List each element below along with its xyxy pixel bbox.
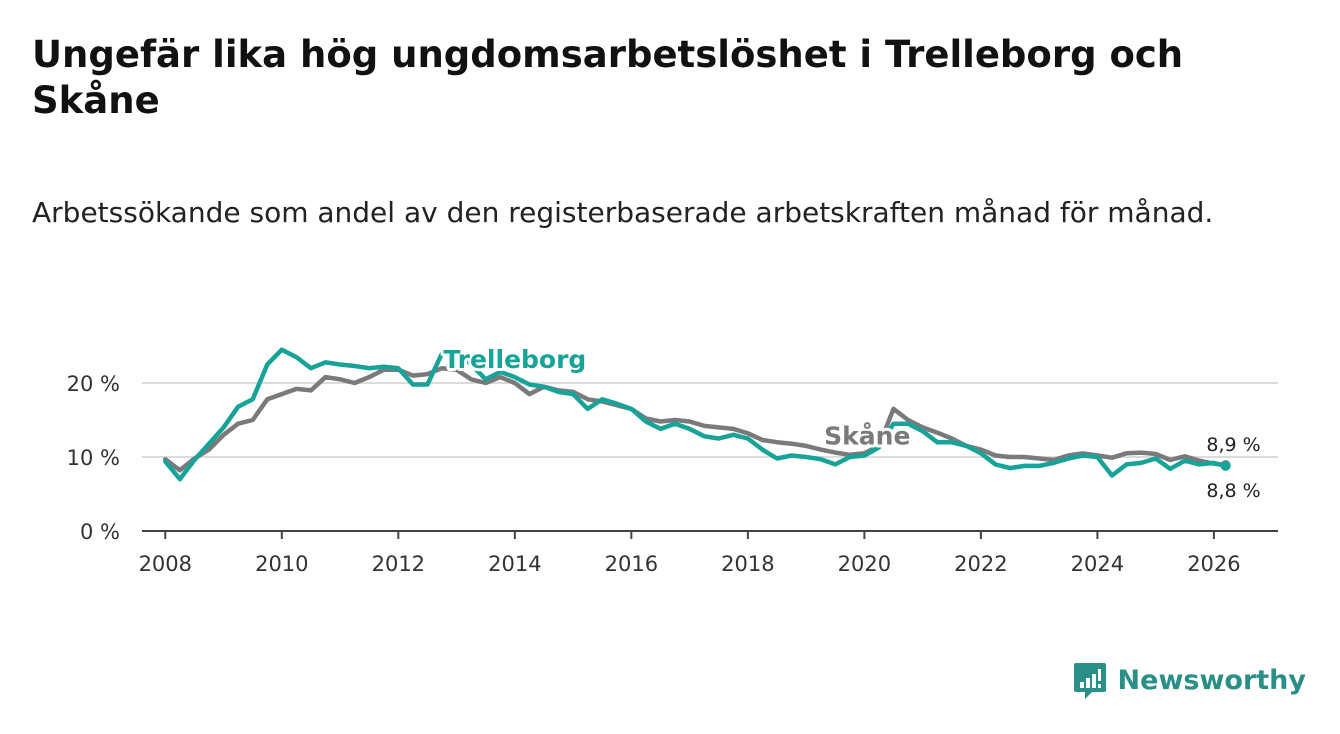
- series-label-skane: Skåne: [824, 421, 910, 450]
- y-tick-label: 20 %: [67, 372, 120, 396]
- x-tick-label: 2016: [605, 552, 658, 576]
- x-tick-label: 2022: [954, 552, 1007, 576]
- x-tick-label: 2024: [1071, 552, 1124, 576]
- chart-subtitle: Arbetssökande som andel av den registerb…: [32, 196, 1214, 229]
- newsworthy-brand: Newsworthy: [1072, 660, 1306, 700]
- x-tick-label: 2008: [139, 552, 192, 576]
- series-label-trelleborg: Trelleborg: [443, 345, 586, 374]
- y-tick-label: 0 %: [80, 520, 120, 544]
- x-tick-label: 2026: [1187, 552, 1240, 576]
- x-tick-label: 2020: [838, 552, 891, 576]
- y-axis: 0 % 10 % 20 %: [67, 372, 120, 544]
- x-tick-label: 2012: [372, 552, 425, 576]
- x-tick-label: 2010: [255, 552, 308, 576]
- series-line-skane: [163, 365, 1228, 473]
- chart-title: Ungefär lika hög ungdomsarbetslöshet i T…: [32, 33, 1184, 122]
- gridlines: [142, 382, 1278, 458]
- brand-name: Newsworthy: [1117, 664, 1306, 696]
- x-tick-label: 2014: [488, 552, 541, 576]
- x-tick-label: 2018: [721, 552, 774, 576]
- y-tick-label: 10 %: [67, 446, 120, 470]
- series-labels: Trelleborg Skåne 8,9 % 8,8 %: [440, 342, 1260, 502]
- end-value-label: 8,9 %: [1206, 434, 1260, 456]
- x-axis: 2008 2010 2012 2014 2016 2018 2020 2022 2024 2026: [139, 530, 1278, 576]
- series-line-trelleborg: [163, 347, 1228, 482]
- series-end-dot: [1220, 460, 1231, 471]
- newsworthy-logo-icon: [1073, 663, 1106, 699]
- end-value-label: 8,8 %: [1206, 480, 1260, 502]
- series-lines: [163, 347, 1231, 482]
